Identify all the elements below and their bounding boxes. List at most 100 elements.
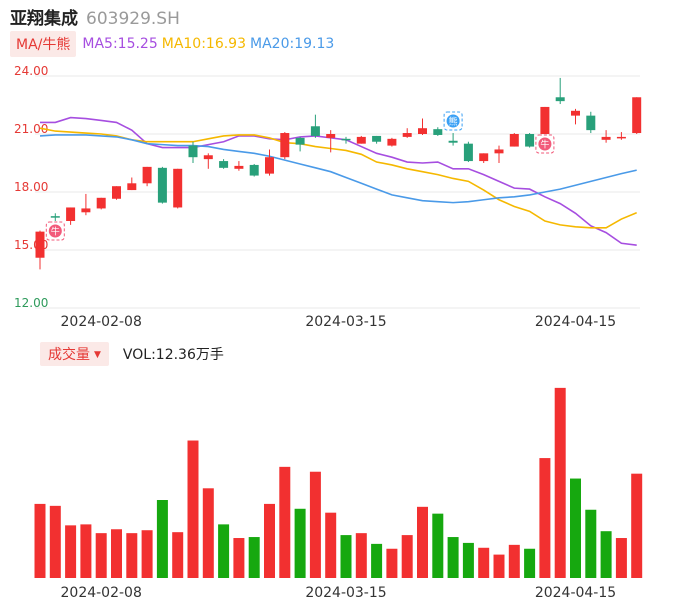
badge-dot: [48, 224, 62, 238]
candle-body: [616, 136, 626, 139]
candle-body: [571, 110, 580, 116]
stock-name: 亚翔集成: [10, 9, 78, 29]
bear-badge: 熊: [443, 111, 463, 131]
candle-body: [142, 166, 152, 184]
candle: [356, 135, 366, 144]
candle: [571, 108, 580, 125]
candle-body: [433, 129, 443, 135]
badge-dot: [538, 137, 552, 151]
candle: [173, 168, 183, 209]
volume-bar: [202, 488, 214, 578]
stock-code: 603929.SH: [86, 9, 180, 29]
volume-bar: [401, 535, 413, 578]
candle-body: [509, 134, 519, 147]
candle-body: [295, 137, 305, 145]
badge-frame: [45, 221, 65, 241]
volume-bar: [554, 387, 566, 578]
candle: [632, 97, 642, 134]
volume-value: VOL:12.36万手: [122, 347, 224, 363]
ma20-label: MA20:19.13: [250, 36, 335, 52]
volume-bar: [447, 537, 459, 578]
candle-body: [35, 231, 45, 258]
candles: [35, 77, 642, 270]
bull-badge: 牛: [45, 221, 65, 241]
volume-bar: [432, 513, 444, 578]
candle-body: [494, 149, 504, 154]
candle: [540, 106, 550, 134]
volume-bar: [248, 537, 260, 578]
ma20-line: [39, 134, 637, 204]
candle-body: [555, 97, 565, 102]
candle: [326, 130, 336, 153]
candle: [249, 163, 259, 177]
candle: [265, 149, 274, 176]
x-tick-label: 2024-04-15: [535, 585, 616, 601]
candle-body: [203, 155, 213, 160]
signal-markers: 牛 熊牛: [45, 111, 555, 241]
candle: [479, 153, 489, 163]
volume-bar: [34, 503, 46, 578]
volume-bar: [49, 505, 61, 578]
volume-bar: [264, 503, 275, 578]
candle-body: [112, 186, 121, 199]
candle-body: [96, 197, 106, 209]
candle: [525, 133, 535, 148]
candle-body: [540, 106, 550, 134]
badge-frame: [443, 111, 463, 131]
candle: [219, 159, 229, 169]
candle: [433, 127, 443, 136]
candle: [601, 130, 611, 143]
candle-body: [280, 133, 290, 158]
volume-bar: [340, 535, 352, 578]
candle-body: [418, 128, 427, 134]
volume-bar: [462, 542, 474, 578]
volume-bar: [570, 478, 581, 578]
candle-body: [127, 183, 137, 191]
volume-bar: [95, 533, 107, 578]
volume-bar: [508, 544, 520, 578]
candle: [96, 197, 106, 210]
candle: [50, 213, 60, 221]
candle-body: [66, 207, 76, 221]
candle: [494, 145, 504, 163]
ma-selector-tab[interactable]: MA/牛熊: [10, 31, 77, 57]
candle: [127, 177, 137, 191]
candle: [586, 111, 596, 134]
candle-body: [173, 168, 183, 208]
x-tick-label: 2024-02-08: [61, 585, 142, 601]
volume-bar: [585, 509, 597, 578]
x-tick-label: 2024-03-15: [305, 585, 386, 601]
candle-body: [586, 115, 596, 131]
candle-body: [632, 97, 642, 134]
badge-label: 牛: [51, 226, 60, 238]
candle: [295, 136, 305, 152]
candle-body: [341, 138, 351, 141]
x-tick-label: 2024-04-15: [535, 314, 616, 330]
candle-body: [249, 164, 259, 176]
candle: [188, 141, 198, 163]
candle: [234, 161, 244, 171]
badge-label: 牛: [540, 139, 549, 151]
ma10-label: MA10:16.93: [161, 36, 247, 52]
candle: [448, 133, 458, 146]
volume-bar: [325, 512, 337, 578]
candle-body: [188, 145, 198, 158]
ma5-line: [40, 116, 637, 246]
candle: [81, 193, 91, 216]
volume-bar: [279, 466, 291, 578]
candle-body: [326, 134, 336, 138]
badge-dot: [446, 114, 460, 128]
candle: [35, 230, 45, 270]
volume-legend: 成交量 ▼ VOL:12.36万手: [40, 342, 224, 366]
y-tick-label: 12.00: [14, 296, 48, 310]
volume-bar: [539, 458, 551, 578]
candle: [555, 77, 565, 105]
volume-bar: [524, 548, 536, 578]
y-tick-label: 21.00: [14, 122, 48, 136]
date-axis: 2024-02-08 2024-02-08 2024-03-15 2024-03-15…: [61, 314, 617, 601]
candle: [387, 137, 397, 147]
candle-body: [525, 134, 535, 147]
volume-selector-tab[interactable]: 成交量 ▼: [40, 342, 109, 366]
badge-label: 熊: [449, 116, 458, 128]
